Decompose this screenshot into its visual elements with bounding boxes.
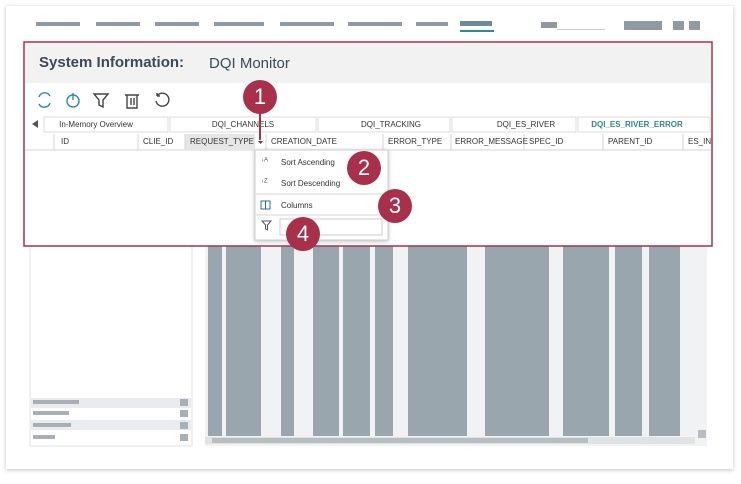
callout: 2: [358, 155, 370, 180]
title: System Information:: [39, 54, 184, 71]
callout: 4: [297, 221, 309, 246]
tab-bar: In-Memory Overview DQI_CHANNELS DQI_TRAC…: [32, 116, 711, 133]
tab-label: DQI_ES_RIVER_ERROR: [591, 120, 683, 129]
tab[interactable]: [451, 116, 577, 133]
svg-text:↓A: ↓A: [261, 158, 268, 164]
tab[interactable]: [317, 116, 451, 133]
table-header: ID CLIE_ID REQUEST_TYPE CREATION_DATE ER…: [25, 134, 711, 151]
tab[interactable]: [43, 116, 169, 133]
callout: 3: [389, 193, 401, 218]
column-header[interactable]: ERROR_MESSAGE: [455, 137, 528, 146]
tab[interactable]: [169, 116, 317, 133]
background-content: [29, 245, 707, 447]
top-nav: [36, 21, 700, 32]
tab-label: DQI_TRACKING: [361, 120, 421, 129]
column-header[interactable]: ES_IN: [688, 137, 711, 146]
column-header[interactable]: CLIE_ID: [143, 137, 173, 146]
tab-label: In-Memory Overview: [59, 120, 133, 129]
column-header[interactable]: ERROR_TYPE: [388, 137, 442, 146]
column-header[interactable]: REQUEST_TYPE: [190, 137, 254, 146]
column-header[interactable]: ID: [61, 137, 69, 146]
tab-label: DQI_CHANNELS: [212, 120, 274, 129]
callout: 1: [254, 84, 266, 109]
subtitle: DQI Monitor: [209, 55, 290, 72]
menu-item[interactable]: Columns: [281, 201, 313, 210]
dialog: System Information: DQI Monitor In-Memor…: [23, 41, 713, 247]
toolbar[interactable]: [38, 92, 170, 109]
menu-item[interactable]: Sort Ascending: [281, 158, 335, 167]
tab-active[interactable]: [577, 116, 711, 133]
column-header[interactable]: SPEC_ID: [529, 137, 563, 146]
column-header[interactable]: CREATION_DATE: [271, 137, 337, 146]
tab-label: DQI_ES_RIVER: [497, 120, 555, 129]
menu-item[interactable]: Sort Descending: [281, 179, 340, 188]
svg-text:↓Z: ↓Z: [261, 179, 268, 185]
column-header[interactable]: PARENT_ID: [608, 137, 653, 146]
callouts: 1 2 3 4: [243, 80, 412, 251]
